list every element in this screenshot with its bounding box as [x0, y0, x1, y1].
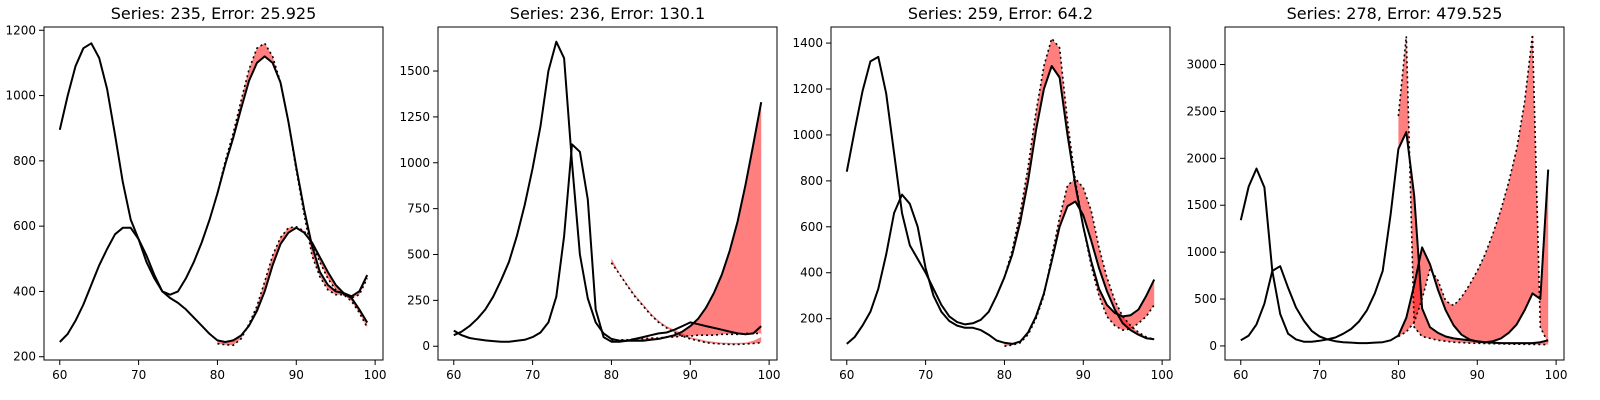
series-line-1: [845, 55, 1156, 326]
plot-area: [58, 42, 369, 347]
x-tick-label: 100: [758, 368, 781, 382]
y-tick-label: 400: [800, 266, 823, 280]
y-tick-label: 800: [13, 154, 36, 168]
y-tick-label: 2500: [1186, 104, 1217, 118]
forecast-line-2: [217, 225, 368, 347]
error-band-2: [1398, 34, 1549, 344]
x-tick-label: 80: [997, 368, 1012, 382]
forecast-line-2: [1397, 34, 1549, 344]
x-tick-label: 100: [364, 368, 387, 382]
axes-frame: [1224, 26, 1565, 361]
x-tick-label: 80: [210, 368, 225, 382]
x-tick-label: 90: [683, 368, 698, 382]
y-tick-label: 1250: [399, 110, 430, 124]
series-line-1: [453, 40, 763, 342]
forecast-line-1: [216, 42, 368, 328]
y-tick-label: 1400: [792, 36, 823, 50]
y-tick-label: 400: [13, 284, 36, 298]
x-tick-label: 100: [1151, 368, 1174, 382]
y-tick-label: 1500: [1186, 198, 1217, 212]
x-tick-label: 80: [1391, 368, 1406, 382]
x-tick-label: 70: [525, 368, 540, 382]
y-tick-label: 1000: [1186, 245, 1217, 259]
chart-title: Series: 259, Error: 64.2: [908, 4, 1093, 23]
y-tick-label: 0: [1209, 339, 1217, 353]
y-tick-label: 250: [407, 293, 430, 307]
y-tick-label: 600: [800, 220, 823, 234]
chart-title: Series: 278, Error: 479.525: [1287, 4, 1503, 23]
error-band-1: [611, 102, 762, 341]
series-line-1: [58, 42, 369, 343]
y-tick-label: 500: [407, 248, 430, 262]
x-tick-label: 60: [1233, 368, 1248, 382]
error-band-2: [217, 226, 368, 346]
y-tick-label: 1500: [399, 64, 430, 78]
y-tick-label: 1000: [792, 128, 823, 142]
axes-frame: [43, 26, 384, 361]
x-tick-label: 100: [1545, 368, 1568, 382]
chart-1: Series: 235, Error: 25.925 60 70 80 90 100 200…: [5, 4, 386, 382]
x-tick-label: 70: [131, 368, 146, 382]
chart-title: Series: 235, Error: 25.925: [111, 4, 317, 23]
error-band-1: [217, 43, 368, 328]
chart-title: Series: 236, Error: 130.1: [510, 4, 705, 23]
y-tick-label: 500: [1194, 292, 1217, 306]
y-tick-label: 1200: [792, 82, 823, 96]
y-tick-label: 200: [800, 312, 823, 326]
series-line-2: [59, 55, 369, 343]
plot-area: [1239, 34, 1550, 346]
y-tick-label: 2000: [1186, 151, 1217, 165]
series-line-2: [453, 143, 762, 343]
chart-2: Series: 236, Error: 130.160 70 80 90 1000250…: [399, 4, 780, 382]
plot-area: [453, 40, 763, 346]
series-line-1: [1239, 131, 1549, 345]
series-line-2: [1240, 169, 1550, 345]
axes-frame: [437, 26, 778, 361]
y-tick-label: 1000: [399, 156, 430, 170]
x-tick-label: 70: [918, 368, 933, 382]
x-tick-label: 90: [1470, 368, 1485, 382]
y-tick-label: 600: [13, 219, 36, 233]
x-tick-label: 60: [446, 368, 461, 382]
y-tick-label: 1200: [5, 23, 36, 37]
y-tick-label: 0: [422, 339, 430, 353]
forecast-line-2: [1004, 177, 1155, 347]
plot-area: [845, 36, 1156, 347]
y-tick-label: 800: [800, 174, 823, 188]
y-tick-label: 1000: [5, 89, 36, 103]
axes-frame: [830, 26, 1171, 361]
series-line-2: [846, 193, 1155, 345]
y-tick-label: 3000: [1186, 58, 1217, 72]
forecast-line-1: [611, 332, 762, 342]
x-tick-label: 80: [604, 368, 619, 382]
y-tick-label: 750: [407, 202, 430, 216]
x-tick-label: 70: [1312, 368, 1327, 382]
x-tick-label: 60: [839, 368, 854, 382]
x-tick-label: 60: [52, 368, 67, 382]
chart-3: Series: 259, Error: 64.2 60 70 80 90 100 200 40…: [792, 4, 1173, 382]
forecast-line-1: [1397, 36, 1549, 346]
x-tick-label: 90: [1076, 368, 1091, 382]
y-tick-label: 200: [13, 350, 36, 364]
x-tick-label: 90: [289, 368, 304, 382]
